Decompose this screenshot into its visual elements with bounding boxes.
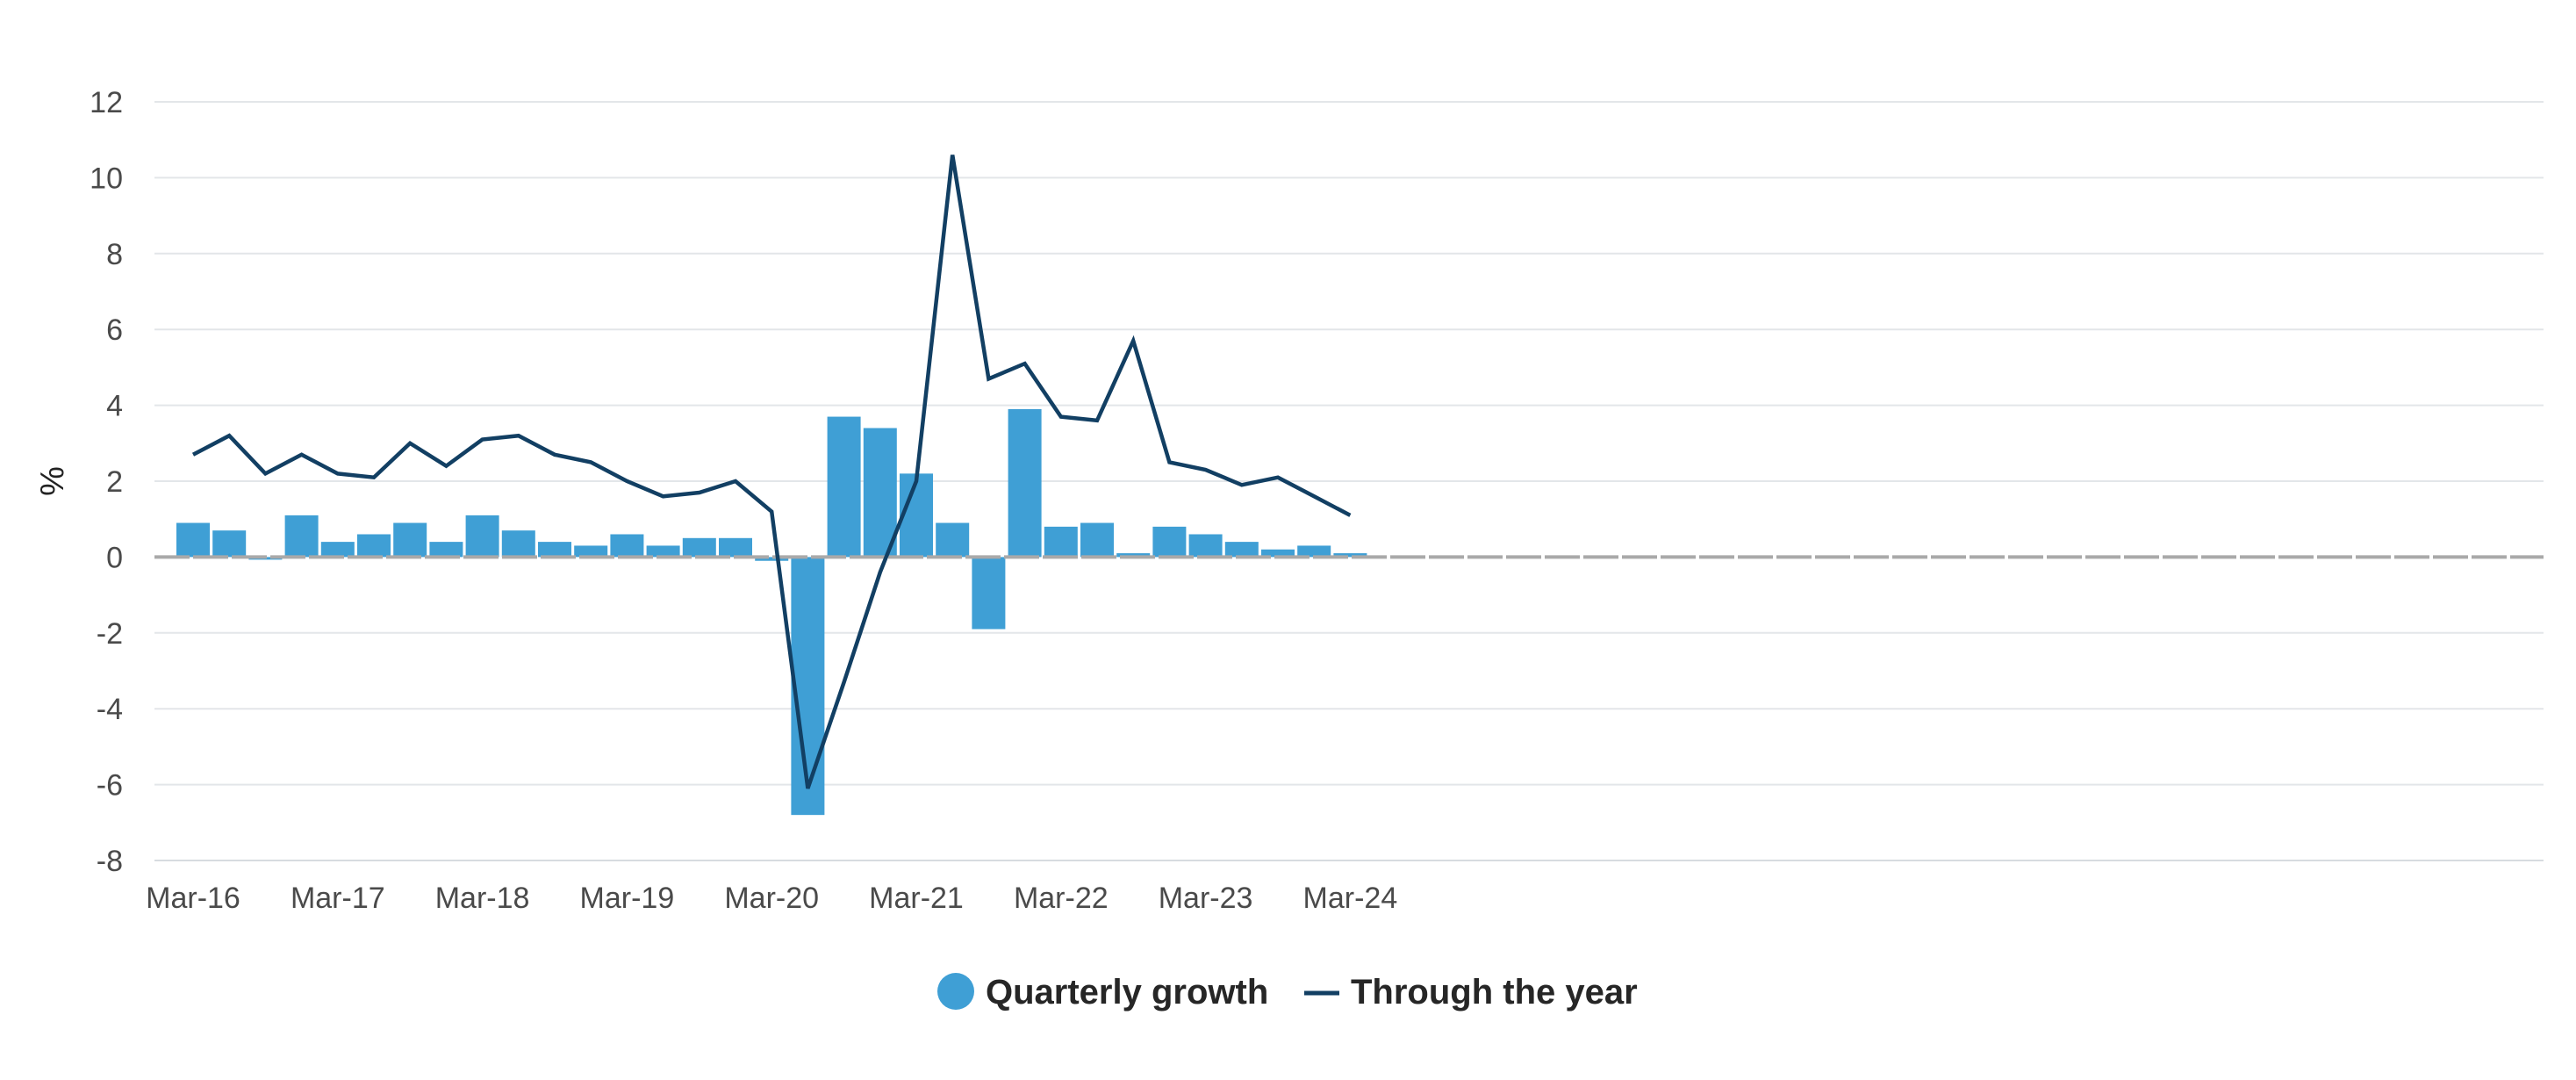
bar-sep-20 — [827, 416, 861, 558]
x-tick-label: Mar-18 — [435, 882, 530, 915]
bar-mar-17 — [320, 542, 355, 558]
y-tick-label: -8 — [97, 845, 123, 878]
y-axis-tick-labels: 12 10 8 6 4 2 0 -2 -4 -6 -8 — [90, 86, 123, 878]
through-the-year-line-layer — [191, 155, 1352, 789]
x-tick-label: Mar-23 — [1159, 882, 1253, 915]
legend-quarterly-growth-label: Quarterly growth — [986, 973, 1268, 1012]
x-tick-label: Mar-19 — [580, 882, 675, 915]
bar-mar-16 — [176, 522, 210, 558]
bar-jun-18 — [501, 530, 535, 558]
bar-mar-22 — [1044, 526, 1078, 558]
y-tick-label: 4 — [106, 390, 123, 423]
bar-mar-24 — [1333, 553, 1367, 558]
y-tick-label: 10 — [90, 162, 123, 195]
bar-sep-21 — [972, 557, 1006, 630]
x-tick-label: Mar-22 — [1014, 882, 1109, 915]
bar-dec-16 — [284, 515, 319, 558]
bar-jun-21 — [936, 522, 970, 558]
bar-dec-20 — [863, 428, 897, 558]
y-tick-label: -2 — [97, 617, 123, 651]
bar-jun-23 — [1224, 542, 1259, 558]
y-tick-label: -6 — [97, 769, 123, 803]
x-tick-label: Mar-24 — [1303, 882, 1398, 915]
bar-mar-18 — [465, 515, 499, 558]
bar-dec-19 — [719, 537, 752, 558]
x-axis-tick-labels: Mar-16 Mar-17 Mar-18 Mar-19 Mar-20 Mar-21 Mar-… — [146, 882, 1397, 915]
bar-sep-22 — [1116, 553, 1151, 558]
legend: Quarterly growth Through the year — [937, 973, 1638, 1012]
legend-quarterly-growth-swatch — [937, 973, 974, 1010]
quarterly-growth-bars — [154, 408, 2544, 816]
y-tick-label: 8 — [106, 238, 123, 271]
bar-mar-20 — [755, 557, 789, 561]
bar-mar-19 — [610, 534, 644, 558]
x-tick-label: Mar-21 — [869, 882, 964, 915]
y-tick-label: 6 — [106, 313, 123, 347]
bar-dec-21 — [1008, 408, 1042, 558]
through-the-year-line — [191, 155, 1352, 789]
grid-lines — [154, 101, 2544, 861]
bar-dec-22 — [1152, 526, 1187, 558]
bar-sep-23 — [1261, 549, 1295, 558]
x-tick-label: Mar-17 — [291, 882, 385, 915]
bar-sep-17 — [393, 522, 427, 558]
bar-jun-22 — [1080, 522, 1114, 558]
bar-sep-19 — [682, 537, 716, 558]
bar-jun-19 — [646, 545, 680, 558]
y-tick-label: 2 — [106, 465, 123, 499]
bar-jun-16 — [212, 530, 247, 558]
legend-through-the-year-label: Through the year — [1351, 973, 1638, 1012]
bar-sep-18 — [538, 542, 571, 558]
x-tick-label: Mar-20 — [724, 882, 819, 915]
bar-dec-17 — [429, 542, 463, 558]
bar-jun-17 — [357, 534, 391, 558]
bar-dec-23 — [1297, 545, 1331, 558]
bar-mar-23 — [1188, 534, 1223, 558]
bar-jun-20 — [791, 557, 825, 816]
y-tick-label: -4 — [97, 693, 123, 726]
y-tick-label: 0 — [106, 541, 123, 574]
y-tick-label: 12 — [90, 86, 123, 119]
bar-mar-21 — [900, 473, 933, 558]
y-axis-title: % — [34, 466, 71, 496]
bar-dec-18 — [574, 545, 608, 558]
x-tick-label: Mar-16 — [146, 882, 240, 915]
